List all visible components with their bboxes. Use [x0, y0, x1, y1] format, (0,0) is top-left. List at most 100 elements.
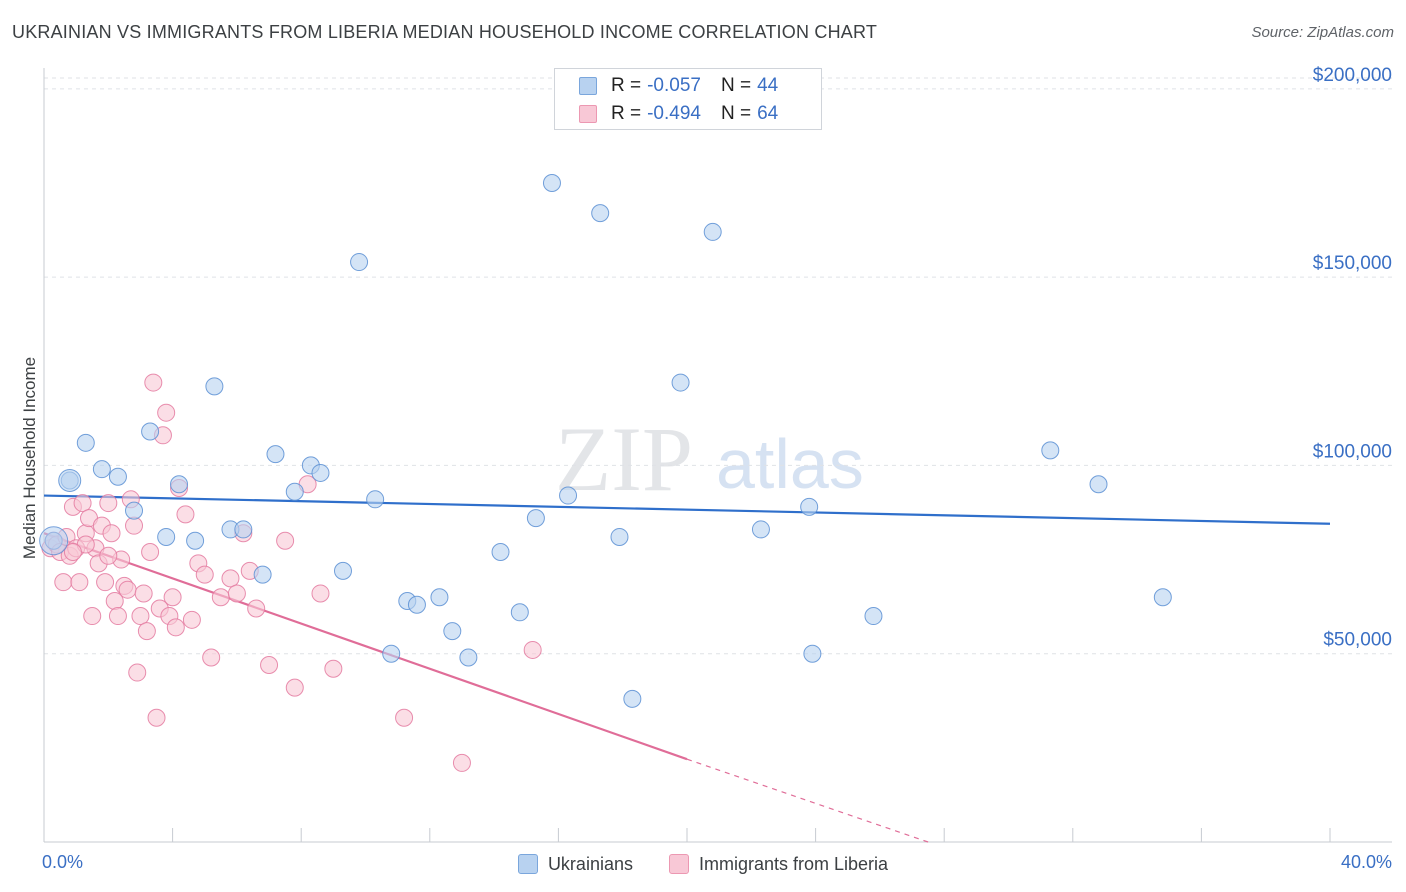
y-tick-labels: $50,000 $100,000 $150,000 $200,000: [1313, 65, 1392, 651]
n-label: N =: [720, 75, 752, 96]
series-legend: Ukrainians Immigrants from Liberia: [0, 850, 1406, 878]
data-point-ukrainians: [108, 467, 127, 486]
data-point-liberia: [99, 546, 118, 565]
legend-swatch-ukrainians: [517, 854, 538, 874]
data-point-liberia: [128, 663, 147, 682]
data-point-liberia: [221, 569, 240, 588]
data-point-liberia: [163, 588, 182, 607]
data-point-liberia: [131, 607, 150, 626]
legend-swatch-liberia: [579, 105, 597, 123]
data-point-ukrainians: [443, 622, 462, 641]
data-point-ukrainians: [864, 607, 883, 626]
data-point-liberia: [157, 403, 176, 422]
data-point-liberia: [324, 659, 343, 678]
data-point-ukrainians: [205, 377, 224, 396]
data-point-ukrainians: [350, 253, 369, 272]
data-point-liberia: [311, 584, 330, 603]
x-tick-label-min: 0.0%: [42, 852, 84, 872]
data-point-ukrainians: [803, 644, 822, 663]
data-point-liberia: [99, 494, 118, 513]
data-point-liberia: [118, 580, 137, 599]
data-point-ukrainians: [311, 463, 330, 482]
data-point-ukrainians: [510, 603, 529, 622]
axes: [43, 68, 1392, 843]
data-point-liberia: [125, 516, 144, 535]
data-point-liberia: [73, 494, 92, 513]
data-points: [39, 173, 1172, 772]
legend-label-liberia: Immigrants from Liberia: [698, 853, 889, 874]
data-point-liberia: [227, 584, 246, 603]
watermark: ZIP atlas: [555, 408, 864, 510]
y-tick-label: $50,000: [1323, 630, 1392, 651]
x-tick-label-max: 40.0%: [1340, 852, 1392, 872]
data-point-ukrainians: [703, 222, 722, 241]
data-point-ukrainians: [491, 543, 510, 562]
data-point-ukrainians: [285, 482, 304, 501]
r-label: R =: [611, 103, 642, 124]
y-tick-label: $100,000: [1313, 441, 1392, 462]
data-point-ukrainians: [671, 373, 690, 392]
data-point-ukrainians: [333, 561, 352, 580]
data-point-ukrainians: [76, 433, 95, 452]
watermark-atlas: atlas: [716, 425, 864, 503]
stats-legend: R = -0.057 N = 44 R = -0.494 N = 64: [554, 68, 822, 130]
legend-label-ukrainians: Ukrainians: [547, 853, 633, 874]
data-point-ukrainians: [800, 497, 819, 516]
data-point-liberia: [285, 678, 304, 697]
data-point-liberia: [182, 610, 201, 629]
data-point-liberia: [166, 618, 185, 637]
data-point-liberia: [523, 640, 542, 659]
y-tick-label: $200,000: [1313, 65, 1392, 86]
data-point-ukrainians: [610, 527, 629, 546]
data-point-ukrainians: [125, 501, 144, 520]
data-point-ukrainians: [253, 565, 272, 584]
data-point-liberia: [141, 543, 160, 562]
data-point-liberia: [276, 531, 295, 550]
data-point-ukrainians: [407, 595, 426, 614]
stats-legend-row-ukrainians: R = -0.057 N = 44: [579, 72, 778, 100]
data-point-liberia: [54, 573, 73, 592]
data-point-liberia: [147, 708, 166, 727]
legend-item-liberia[interactable]: Immigrants from Liberia: [668, 853, 889, 875]
n-value: 44: [757, 75, 779, 96]
legend-swatch-ukrainians: [579, 77, 597, 95]
data-point-liberia: [96, 573, 115, 592]
data-point-ukrainians: [58, 468, 82, 492]
data-point-ukrainians: [382, 644, 401, 663]
data-point-ukrainians: [623, 689, 642, 708]
watermark-zip: ZIP: [555, 408, 693, 510]
data-point-ukrainians: [526, 509, 545, 528]
data-point-liberia: [195, 565, 214, 584]
data-point-liberia: [70, 573, 89, 592]
data-point-ukrainians: [92, 460, 111, 479]
data-point-liberia: [202, 648, 221, 667]
data-point-liberia: [137, 622, 156, 641]
data-point-liberia: [144, 373, 163, 392]
r-value: -0.494: [647, 103, 701, 124]
data-point-ukrainians: [1041, 441, 1060, 460]
trend-line-ukrainians: [43, 494, 1331, 525]
data-point-liberia: [247, 599, 266, 618]
legend-item-ukrainians[interactable]: Ukrainians: [517, 853, 633, 875]
r-value: -0.057: [647, 75, 701, 96]
r-label: R =: [611, 75, 642, 96]
data-point-liberia: [395, 708, 414, 727]
y-tick-label: $150,000: [1313, 253, 1392, 274]
n-label: N =: [720, 103, 752, 124]
data-point-ukrainians: [459, 648, 478, 667]
data-point-liberia: [102, 524, 121, 543]
data-point-liberia: [176, 505, 195, 524]
data-point-liberia: [134, 584, 153, 603]
data-point-ukrainians: [186, 531, 205, 550]
data-point-ukrainians: [591, 204, 610, 223]
data-point-liberia: [452, 753, 471, 772]
source-label: Source: ZipAtlas.com: [1251, 24, 1394, 41]
data-point-ukrainians: [1089, 475, 1108, 494]
data-point-ukrainians: [157, 527, 176, 546]
n-value: 64: [757, 103, 779, 124]
data-point-liberia: [260, 656, 279, 675]
stats-legend-row-liberia: R = -0.494 N = 64: [579, 100, 778, 128]
data-point-ukrainians: [366, 490, 385, 509]
trend-line-extension-liberia: [686, 758, 929, 843]
